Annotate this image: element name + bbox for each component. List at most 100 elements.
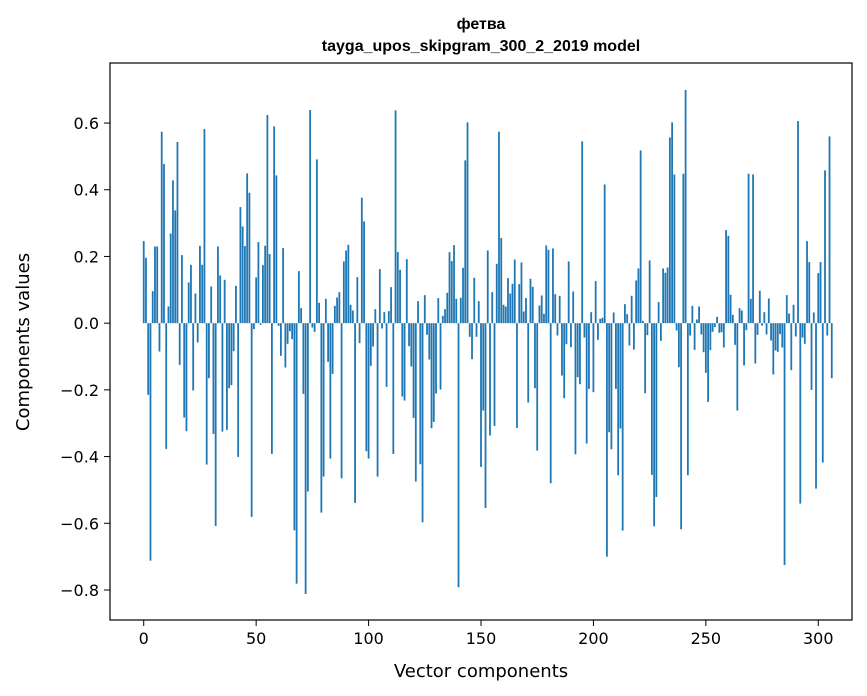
- bar: [457, 323, 460, 588]
- bar: [367, 323, 370, 459]
- bar: [491, 292, 494, 324]
- bar: [259, 323, 262, 325]
- bar: [475, 323, 478, 337]
- bar: [459, 297, 462, 324]
- bar: [633, 323, 635, 350]
- bar: [435, 323, 437, 394]
- chart-title: фетва: [457, 16, 506, 33]
- bar: [709, 323, 712, 351]
- x-tick-label: 0: [139, 629, 149, 648]
- bar: [228, 323, 231, 389]
- bar: [142, 241, 145, 324]
- bar: [495, 263, 498, 324]
- bar: [275, 175, 278, 324]
- bar: [498, 131, 500, 324]
- bar: [304, 323, 307, 594]
- bar: [340, 323, 343, 479]
- bar: [163, 164, 165, 324]
- bar: [619, 323, 622, 429]
- bar: [783, 323, 786, 565]
- bar: [149, 323, 152, 561]
- bar: [516, 323, 518, 428]
- bar: [390, 287, 392, 324]
- bar: [432, 323, 435, 422]
- bar: [570, 323, 572, 348]
- x-tick-label: 150: [466, 629, 497, 648]
- bar: [639, 150, 642, 324]
- bar: [653, 323, 656, 527]
- bar: [156, 246, 159, 324]
- bar: [518, 284, 521, 324]
- bar: [803, 323, 806, 344]
- bar: [608, 323, 611, 433]
- bar: [176, 142, 179, 324]
- bar: [749, 298, 752, 324]
- bar: [208, 323, 210, 379]
- bar: [585, 323, 588, 444]
- bar: [365, 323, 368, 452]
- bar: [693, 323, 696, 350]
- bar: [405, 259, 408, 324]
- bar: [702, 323, 705, 353]
- bar: [790, 323, 793, 371]
- bar: [788, 313, 790, 324]
- bar: [725, 230, 727, 324]
- bar: [333, 305, 336, 324]
- bar: [306, 323, 309, 492]
- bar: [358, 323, 361, 344]
- bar: [262, 265, 264, 324]
- bar: [338, 292, 341, 324]
- bar: [729, 294, 732, 324]
- bar: [194, 293, 197, 324]
- x-tick-label: 100: [353, 629, 384, 648]
- bar: [520, 262, 523, 324]
- bar: [277, 323, 280, 326]
- bar: [160, 131, 163, 324]
- bar: [617, 323, 620, 476]
- bar: [399, 269, 401, 324]
- bar: [716, 316, 718, 324]
- bar: [268, 254, 271, 324]
- bar: [396, 252, 399, 324]
- y-axis-label: Components values: [13, 253, 34, 431]
- bar: [689, 323, 692, 336]
- bar: [336, 297, 338, 324]
- bar: [668, 137, 671, 324]
- x-axis-ticks: 0 50 100 150 200 250 300: [139, 620, 834, 648]
- bar: [385, 323, 388, 387]
- bar: [190, 264, 192, 324]
- bar: [183, 323, 186, 418]
- bar: [767, 298, 770, 324]
- bar: [360, 197, 363, 324]
- bar: [637, 268, 640, 324]
- bar: [241, 226, 244, 324]
- bars-group: [142, 90, 833, 594]
- bar: [486, 250, 489, 324]
- bar: [509, 293, 512, 324]
- bar: [279, 323, 282, 356]
- bar: [799, 323, 802, 504]
- bar: [812, 312, 815, 324]
- bar: [830, 323, 833, 379]
- bar: [810, 323, 813, 390]
- bar: [264, 245, 267, 324]
- bar: [448, 252, 451, 324]
- bar: [318, 302, 321, 324]
- bar: [662, 268, 665, 324]
- bar: [401, 323, 404, 397]
- bar: [437, 298, 440, 324]
- x-tick-label: 300: [803, 629, 834, 648]
- bar: [383, 312, 386, 324]
- bar: [347, 244, 350, 324]
- bar: [765, 323, 768, 335]
- bar: [736, 323, 739, 411]
- bar: [815, 323, 817, 489]
- bar: [291, 323, 294, 340]
- bar: [412, 323, 415, 418]
- bar: [331, 323, 334, 374]
- bar: [731, 314, 734, 324]
- bar: [821, 323, 824, 463]
- bar: [797, 121, 799, 324]
- bar: [255, 277, 258, 324]
